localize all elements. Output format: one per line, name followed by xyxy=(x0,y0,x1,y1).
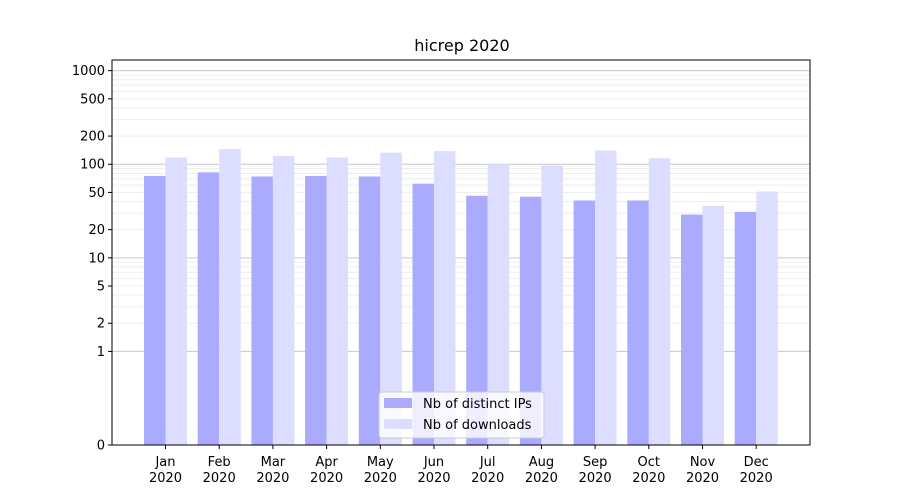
bar-ips xyxy=(519,196,542,445)
x-tick-label: Jun 2020 xyxy=(417,455,450,486)
bar-downloads xyxy=(326,157,349,445)
x-tick-label: May 2020 xyxy=(364,455,397,486)
bar-ips xyxy=(412,183,434,445)
bar-downloads xyxy=(756,191,778,445)
bar-ips xyxy=(681,214,703,445)
x-tick-label: Apr 2020 xyxy=(310,455,343,486)
plot-frame xyxy=(111,59,811,446)
x-tick-label: Feb 2020 xyxy=(203,455,236,486)
y-tick-label: 2 xyxy=(97,317,105,332)
bar-ips xyxy=(734,211,757,445)
bar-downloads xyxy=(541,165,563,446)
x-tick-label: Oct 2020 xyxy=(632,455,665,486)
y-tick-label: 0 xyxy=(97,439,105,454)
bar-downloads xyxy=(434,151,456,446)
bars xyxy=(144,149,778,446)
bar-ips xyxy=(573,200,596,445)
legend-swatch xyxy=(384,419,412,429)
y-tick-label: 20 xyxy=(88,223,105,238)
y-tick-label: 1 xyxy=(97,345,105,360)
legend-label: Nb of downloads xyxy=(423,418,532,433)
bar-downloads xyxy=(380,152,402,445)
bar-downloads xyxy=(595,150,617,445)
chart-title: hicrep 2020 xyxy=(414,36,509,55)
legend-label: Nb of distinct IPs xyxy=(423,397,532,412)
bar-downloads xyxy=(702,205,724,445)
bar-ips xyxy=(144,175,166,445)
bar-downloads xyxy=(165,157,187,445)
legend-box xyxy=(378,391,545,439)
x-tick-label: Jan 2020 xyxy=(149,455,182,486)
y-tick-label: 50 xyxy=(88,186,105,201)
bar-ips xyxy=(305,175,327,445)
y-tick-label: 10 xyxy=(88,251,105,266)
bar-ips xyxy=(627,200,649,445)
y-tick-label: 200 xyxy=(80,130,105,145)
bar-downloads xyxy=(272,155,295,445)
x-axis: Jan 2020 Feb 2020 Mar 2020 Apr 2020 May 2020 Jun 20… xyxy=(149,445,773,486)
x-tick-label: Mar 2020 xyxy=(256,455,289,486)
bar-downloads xyxy=(487,164,510,445)
x-tick-label: Sep 2020 xyxy=(579,455,612,486)
legend-swatch xyxy=(384,398,412,408)
y-tick-label: 1000 xyxy=(72,64,105,79)
x-tick-label: Aug 2020 xyxy=(525,455,558,486)
bar-downloads xyxy=(648,158,671,446)
y-tick-label: 100 xyxy=(80,158,105,173)
y-tick-label: 5 xyxy=(97,280,105,295)
x-tick-label: Dec 2020 xyxy=(740,455,773,486)
legend: Nb of distinct IPs Nb of downloads xyxy=(378,391,545,439)
x-tick-label: Nov 2020 xyxy=(686,455,719,486)
y-tick-label: 500 xyxy=(80,92,105,107)
bar-ips xyxy=(251,176,273,446)
bar-ips xyxy=(197,172,220,446)
bar-ips xyxy=(466,195,488,445)
x-tick-label: Jul 2020 xyxy=(471,455,504,486)
y-axis: 0 1 2 5 10 20 50 100 200 500 1000 xyxy=(72,64,112,454)
bar-ips xyxy=(358,176,381,446)
bar-downloads xyxy=(219,149,241,445)
